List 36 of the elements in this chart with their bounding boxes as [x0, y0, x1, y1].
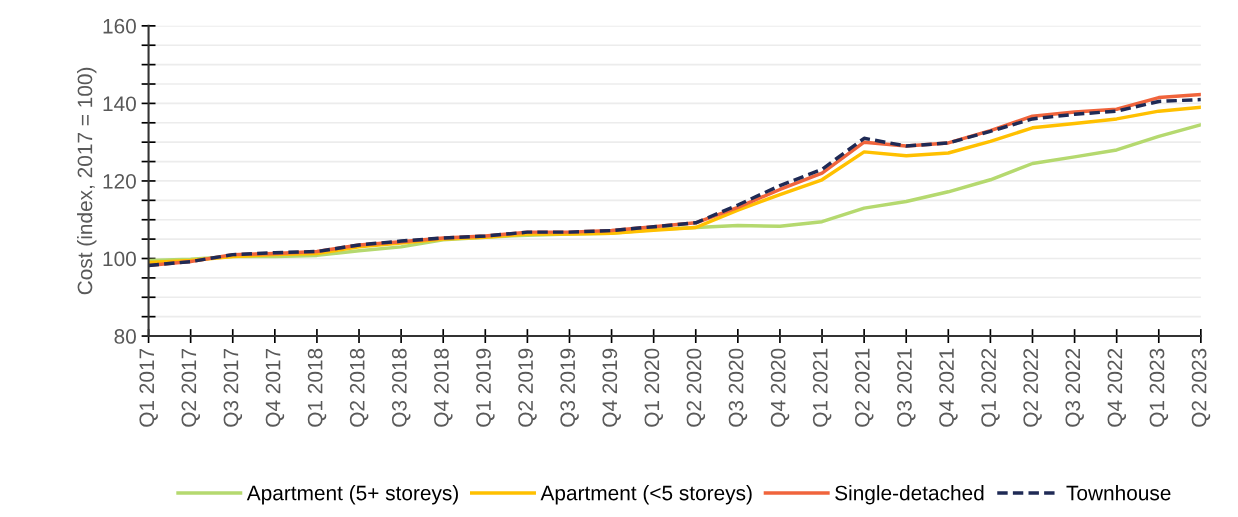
x-tick-label: Q4 2022	[1107, 348, 1126, 427]
x-tick-label: Q1 2022	[981, 348, 1000, 427]
x-tick-label: Q2 2021	[854, 348, 874, 427]
x-tick-label: Q2 2018	[349, 348, 369, 427]
x-tick-label: Q4 2018	[434, 348, 453, 427]
x-tick-label: Q4 2019	[602, 348, 621, 427]
x-tick-label: Q2 2020	[686, 348, 706, 427]
x-tick-label: Q4 2021	[939, 348, 958, 427]
x-tick-label: Q3 2017	[223, 348, 243, 427]
x-tick-label: Q3 2019	[560, 348, 579, 427]
legend-label: Single-detached	[835, 485, 984, 505]
x-tick-label: Q3 2022	[1065, 348, 1084, 427]
x-tick-label: Q1 2018	[307, 348, 327, 427]
x-tick-label: Q1 2021	[812, 348, 832, 427]
x-tick-label: Q3 2020	[728, 348, 748, 427]
x-tick-label: Q4 2020	[770, 348, 790, 427]
x-tick-label: Q2 2023	[1191, 348, 1211, 427]
y-tick-label: 160	[103, 18, 136, 34]
x-tick-label: Q1 2020	[644, 348, 663, 427]
y-tick-label: 120	[103, 173, 136, 189]
x-tick-label: Q4 2017	[265, 348, 285, 427]
y-axis-title: Cost (index, 2017 = 100)	[77, 67, 97, 295]
legend-label: Apartment (<5 storeys)	[540, 485, 752, 505]
y-tick-label: 100	[103, 251, 136, 267]
legend-label: Apartment (5+ storeys)	[246, 485, 458, 505]
x-tick-label: Q2 2022	[1023, 348, 1042, 427]
x-tick-label: Q1 2019	[476, 348, 495, 427]
y-tick-label: 140	[103, 96, 136, 112]
x-tick-label: Q3 2018	[391, 348, 411, 427]
x-tick-label: Q1 2017	[139, 348, 158, 427]
x-tick-label: Q2 2017	[181, 348, 200, 427]
y-tick-label: 80	[114, 329, 136, 344]
x-tick-label: Q1 2023	[1149, 348, 1169, 427]
x-tick-label: Q3 2021	[897, 348, 916, 427]
legend-label: Townhouse	[1066, 485, 1171, 501]
x-tick-label: Q2 2019	[518, 348, 537, 427]
